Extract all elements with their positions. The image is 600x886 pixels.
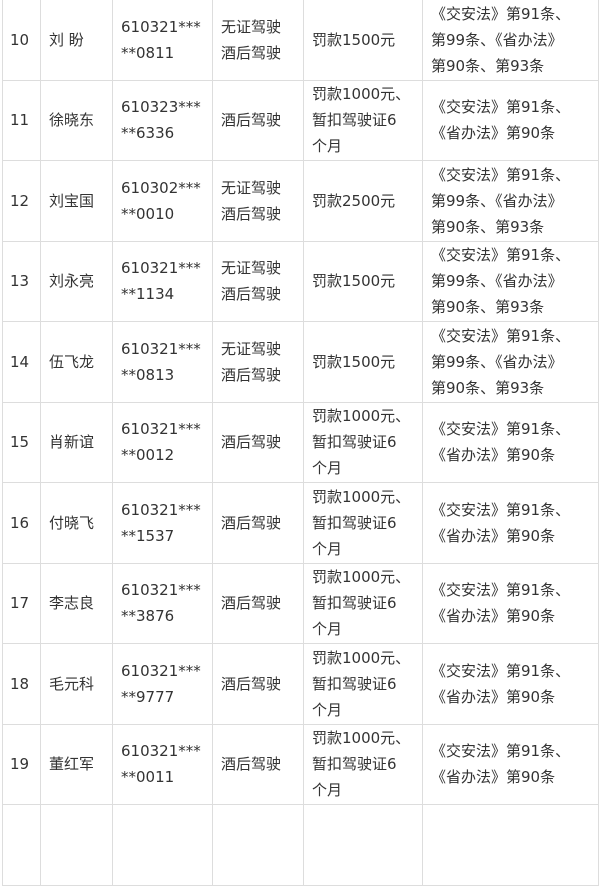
table-row: 14 伍飞龙 610321*** **0813 无证驾驶 酒后驾驶 罚款1500元 《交安… <box>2 321 599 403</box>
table-row: 16 付晓飞 610321*** **1537 酒后驾驶 罚款1000元、 暂扣驾驶证6… <box>2 482 599 564</box>
empty-cell <box>112 804 213 886</box>
row-number-cell: 11 <box>2 79 41 161</box>
row-number-cell: 13 <box>2 240 41 322</box>
penalty-cell: 罚款2500元 <box>303 160 423 242</box>
penalty-cell: 罚款1000元、 暂扣驾驶证6 个月 <box>303 562 423 644</box>
table-row <box>2 804 599 886</box>
person-name-cell: 毛元科 <box>40 643 113 725</box>
person-name-cell: 刘 盼 <box>40 0 113 81</box>
penalty-cell: 罚款1500元 <box>303 321 423 403</box>
row-number-cell: 17 <box>2 562 41 644</box>
id-number-cell: 610321*** **3876 <box>112 562 213 644</box>
id-number-cell: 610321*** **0012 <box>112 401 213 483</box>
person-name-cell: 李志良 <box>40 562 113 644</box>
legal-basis-cell: 《交安法》第91条、 《省办法》第90条 <box>422 79 599 161</box>
legal-basis-cell: 《交安法》第91条、 《省办法》第90条 <box>422 643 599 725</box>
penalty-cell: 罚款1500元 <box>303 0 423 81</box>
row-number-cell: 16 <box>2 482 41 564</box>
table-row: 12 刘宝国 610302*** **0010 无证驾驶 酒后驾驶 罚款2500元 《交安… <box>2 160 599 242</box>
violation-type-cell: 酒后驾驶 <box>212 723 304 805</box>
legal-basis-cell: 《交安法》第91条、 《省办法》第90条 <box>422 723 599 805</box>
table-row: 13 刘永亮 610321*** **1134 无证驾驶 酒后驾驶 罚款1500元 《交安… <box>2 240 599 322</box>
empty-cell <box>422 804 599 886</box>
person-name-cell: 徐晓东 <box>40 79 113 161</box>
legal-basis-cell: 《交安法》第91条、 第99条、《省办法》 第90条、第93条 <box>422 160 599 242</box>
penalty-cell: 罚款1500元 <box>303 240 423 322</box>
empty-cell <box>2 804 41 886</box>
id-number-cell: 610321*** **0811 <box>112 0 213 81</box>
legal-basis-cell: 《交安法》第91条、 《省办法》第90条 <box>422 562 599 644</box>
person-name-cell: 董红军 <box>40 723 113 805</box>
table-row: 11 徐晓东 610323*** **6336 酒后驾驶 罚款1000元、 暂扣驾驶证6… <box>2 79 599 161</box>
row-number-cell: 10 <box>2 0 41 81</box>
id-number-cell: 610321*** **0813 <box>112 321 213 403</box>
violation-type-cell: 无证驾驶 酒后驾驶 <box>212 321 304 403</box>
penalty-cell: 罚款1000元、 暂扣驾驶证6 个月 <box>303 723 423 805</box>
empty-cell <box>303 804 423 886</box>
penalty-cell: 罚款1000元、 暂扣驾驶证6 个月 <box>303 482 423 564</box>
person-name-cell: 刘永亮 <box>40 240 113 322</box>
table-row: 17 李志良 610321*** **3876 酒后驾驶 罚款1000元、 暂扣驾驶证6… <box>2 562 599 644</box>
id-number-cell: 610321*** **1134 <box>112 240 213 322</box>
legal-basis-cell: 《交安法》第91条、 第99条、《省办法》 第90条、第93条 <box>422 0 599 81</box>
legal-basis-cell: 《交安法》第91条、 第99条、《省办法》 第90条、第93条 <box>422 321 599 403</box>
violation-type-cell: 酒后驾驶 <box>212 401 304 483</box>
penalty-cell: 罚款1000元、 暂扣驾驶证6 个月 <box>303 643 423 725</box>
penalty-cell: 罚款1000元、 暂扣驾驶证6 个月 <box>303 79 423 161</box>
person-name-cell: 付晓飞 <box>40 482 113 564</box>
table-row: 18 毛元科 610321*** **9777 酒后驾驶 罚款1000元、 暂扣驾驶证6… <box>2 643 599 725</box>
violation-type-cell: 酒后驾驶 <box>212 643 304 725</box>
legal-basis-cell: 《交安法》第91条、 第99条、《省办法》 第90条、第93条 <box>422 240 599 322</box>
table-row: 15 肖新谊 610321*** **0012 酒后驾驶 罚款1000元、 暂扣驾驶证6… <box>2 401 599 483</box>
empty-cell <box>212 804 304 886</box>
id-number-cell: 610321*** **9777 <box>112 643 213 725</box>
row-number-cell: 14 <box>2 321 41 403</box>
penalty-cell: 罚款1000元、 暂扣驾驶证6 个月 <box>303 401 423 483</box>
table-row: 10 刘 盼 610321*** **0811 无证驾驶 酒后驾驶 罚款1500元 《交安… <box>2 0 599 81</box>
violation-type-cell: 无证驾驶 酒后驾驶 <box>212 160 304 242</box>
person-name-cell: 伍飞龙 <box>40 321 113 403</box>
id-number-cell: 610323*** **6336 <box>112 79 213 161</box>
person-name-cell: 肖新谊 <box>40 401 113 483</box>
violation-type-cell: 无证驾驶 酒后驾驶 <box>212 0 304 81</box>
violation-type-cell: 酒后驾驶 <box>212 482 304 564</box>
violation-type-cell: 酒后驾驶 <box>212 79 304 161</box>
empty-cell <box>40 804 113 886</box>
person-name-cell: 刘宝国 <box>40 160 113 242</box>
table-row: 19 董红军 610321*** **0011 酒后驾驶 罚款1000元、 暂扣驾驶证6… <box>2 723 599 805</box>
id-number-cell: 610321*** **0011 <box>112 723 213 805</box>
legal-basis-cell: 《交安法》第91条、 《省办法》第90条 <box>422 401 599 483</box>
row-number-cell: 12 <box>2 160 41 242</box>
id-number-cell: 610302*** **0010 <box>112 160 213 242</box>
row-number-cell: 19 <box>2 723 41 805</box>
id-number-cell: 610321*** **1537 <box>112 482 213 564</box>
row-number-cell: 18 <box>2 643 41 725</box>
row-number-cell: 15 <box>2 401 41 483</box>
violation-type-cell: 酒后驾驶 <box>212 562 304 644</box>
legal-basis-cell: 《交安法》第91条、 《省办法》第90条 <box>422 482 599 564</box>
violation-type-cell: 无证驾驶 酒后驾驶 <box>212 240 304 322</box>
